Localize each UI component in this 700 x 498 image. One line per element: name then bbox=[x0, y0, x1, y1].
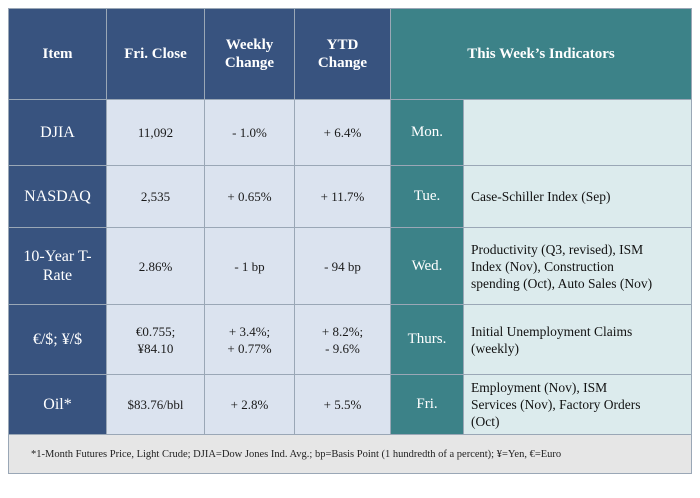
item-cell-line: Oil* bbox=[43, 396, 72, 413]
item-cell-line: DJIA bbox=[40, 124, 75, 141]
indicator-cell: Case-Schiller Index (Sep) bbox=[463, 165, 692, 228]
table-row: Oil* $83.76/bbl + 2.8% + 5.5% Fri. Employment… bbox=[8, 374, 692, 435]
weekly-change-cell: + 3.4%; + 0.77% bbox=[204, 304, 295, 375]
market-table: Item Fri. Close Weekly Change YTD Change… bbox=[8, 8, 692, 474]
fri-close-cell: 2,535 bbox=[106, 165, 205, 228]
header-weekly-line: Change bbox=[224, 55, 275, 71]
indicator-cell: Productivity (Q3, revised), ISM Index (No… bbox=[463, 227, 692, 305]
footnote: *1-Month Futures Price, Light Crude; DJI… bbox=[8, 434, 692, 474]
weekly-change-cell: - 1.0% bbox=[204, 99, 295, 166]
item-cell-line: €/$; ¥/$ bbox=[32, 331, 83, 348]
indicator-line: Case-Schiller Index (Sep) bbox=[471, 189, 611, 204]
ytd-change-cell-line: + 8.2%; bbox=[321, 323, 364, 339]
item-cell: NASDAQ bbox=[8, 165, 107, 228]
fri-close-cell-line: ¥84.10 bbox=[137, 340, 174, 356]
fri-close-cell-line: 2,535 bbox=[140, 189, 171, 204]
indicator-line: (weekly) bbox=[471, 340, 519, 356]
fri-close-cell-line: 2.86% bbox=[138, 258, 173, 274]
ytd-change-cell-line: + 6.4% bbox=[323, 125, 362, 140]
table-row: €/$; ¥/$ €0.755; ¥84.10 + 3.4%; + 0.77% + 8.2… bbox=[8, 304, 692, 375]
weekday-cell: Fri. bbox=[390, 374, 464, 435]
weekday-cell: Wed. bbox=[390, 227, 464, 305]
ytd-change-cell: + 11.7% bbox=[294, 165, 391, 228]
indicator-line: (Oct) bbox=[471, 414, 500, 429]
header-weekly-change: Weekly Change bbox=[204, 8, 295, 100]
header-indicators: This Week’s Indicators bbox=[390, 8, 692, 100]
indicator-cell: Employment (Nov), ISM Services (Nov), Fac… bbox=[463, 374, 692, 435]
weekly-change-cell: + 0.65% bbox=[204, 165, 295, 228]
ytd-change-cell: - 94 bp bbox=[294, 227, 391, 305]
fri-close-cell: 11,092 bbox=[106, 99, 205, 166]
ytd-change-cell-line: + 5.5% bbox=[323, 397, 362, 412]
header-fri-close: Fri. Close bbox=[106, 8, 205, 100]
ytd-change-cell: + 5.5% bbox=[294, 374, 391, 435]
fri-close-cell: 2.86% bbox=[106, 227, 205, 305]
weekly-change-cell-line: + 3.4%; bbox=[228, 323, 271, 339]
table-row: 10-Year T- Rate 2.86% - 1 bp - 94 bp Wed. Prod… bbox=[8, 227, 692, 305]
weekly-change-cell-line: - 1.0% bbox=[232, 125, 267, 140]
ytd-change-cell: + 6.4% bbox=[294, 99, 391, 166]
indicator-line: Initial Unemployment Claims bbox=[471, 323, 633, 339]
header-ytd-line: YTD bbox=[326, 37, 359, 53]
table-row: DJIA 11,092 - 1.0% + 6.4% Mon. bbox=[8, 99, 692, 166]
item-cell-line: 10-Year T- bbox=[23, 248, 92, 265]
fri-close-cell-line: $83.76/bbl bbox=[127, 397, 184, 412]
weekday-cell: Mon. bbox=[390, 99, 464, 166]
weekly-change-cell: - 1 bp bbox=[204, 227, 295, 305]
item-cell: €/$; ¥/$ bbox=[8, 304, 107, 375]
fri-close-cell: €0.755; ¥84.10 bbox=[106, 304, 205, 375]
indicator-line: spending (Oct), Auto Sales (Nov) bbox=[471, 275, 653, 291]
item-cell: Oil* bbox=[8, 374, 107, 435]
weekly-change-cell-line: + 0.77% bbox=[227, 340, 272, 356]
market-summary-panel: Item Fri. Close Weekly Change YTD Change… bbox=[8, 8, 692, 474]
indicator-cell: Initial Unemployment Claims (weekly) bbox=[463, 304, 692, 375]
fri-close-cell-line: €0.755; bbox=[135, 323, 176, 339]
indicator-line: Index (Nov), Construction bbox=[471, 258, 614, 274]
ytd-change-cell-line: - 9.6% bbox=[325, 340, 360, 356]
item-cell: 10-Year T- Rate bbox=[8, 227, 107, 305]
header-item: Item bbox=[8, 8, 107, 100]
header-row: Item Fri. Close Weekly Change YTD Change… bbox=[8, 8, 692, 100]
weekly-change-cell-line: - 1 bp bbox=[234, 258, 265, 274]
header-ytd-change: YTD Change bbox=[294, 8, 391, 100]
item-cell-line: NASDAQ bbox=[24, 188, 91, 205]
ytd-change-cell-line: - 94 bp bbox=[324, 258, 361, 274]
table-row: NASDAQ 2,535 + 0.65% + 11.7% Tue. Case-Schill… bbox=[8, 165, 692, 228]
weekly-change-cell-line: + 0.65% bbox=[227, 189, 272, 204]
indicator-line: Employment (Nov), ISM bbox=[471, 380, 608, 395]
ytd-change-cell: + 8.2%; - 9.6% bbox=[294, 304, 391, 375]
item-cell: DJIA bbox=[8, 99, 107, 166]
item-cell-line: Rate bbox=[42, 267, 73, 284]
header-weekly-line: Weekly bbox=[225, 37, 274, 53]
fri-close-cell-line: 11,092 bbox=[137, 125, 174, 140]
footnote-row: *1-Month Futures Price, Light Crude; DJI… bbox=[8, 434, 692, 474]
indicator-cell bbox=[463, 99, 692, 166]
weekly-change-cell: + 2.8% bbox=[204, 374, 295, 435]
ytd-change-cell-line: + 11.7% bbox=[320, 189, 365, 204]
header-ytd-line: Change bbox=[317, 55, 368, 71]
weekday-cell: Tue. bbox=[390, 165, 464, 228]
weekly-change-cell-line: + 2.8% bbox=[230, 397, 269, 412]
indicator-line: Productivity (Q3, revised), ISM bbox=[471, 241, 644, 257]
weekday-cell: Thurs. bbox=[390, 304, 464, 375]
indicator-line: Services (Nov), Factory Orders bbox=[471, 397, 641, 412]
fri-close-cell: $83.76/bbl bbox=[106, 374, 205, 435]
